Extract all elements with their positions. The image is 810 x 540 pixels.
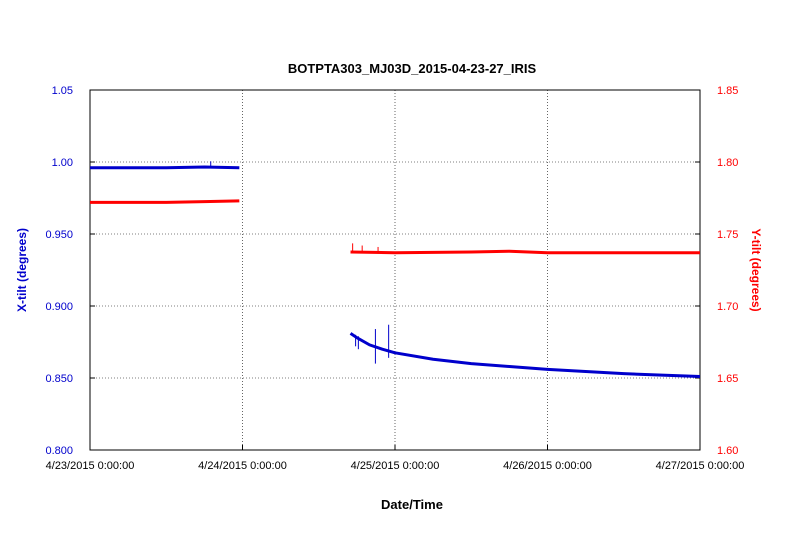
x-axis-label: Date/Time — [381, 497, 443, 512]
y-tilt-series-line — [90, 199, 700, 255]
series-layer — [90, 161, 701, 379]
x-tick-label: 4/24/2015 0:00:00 — [198, 460, 287, 472]
chart-title: BOTPTA303_MJ03D_2015-04-23-27_IRIS — [288, 61, 537, 76]
y-left-tick-label: 0.950 — [45, 229, 73, 241]
x-tick-label: 4/26/2015 0:00:00 — [503, 460, 592, 472]
x-tick-label: 4/25/2015 0:00:00 — [351, 460, 440, 472]
y-axis-right-label: Y-tilt (degrees) — [749, 228, 763, 311]
y-left-tick-label: 1.05 — [52, 85, 73, 97]
y-left-tick-label: 0.850 — [45, 373, 73, 385]
y-right-tick-label: 1.85 — [717, 85, 738, 97]
y-left-tick-label: 0.800 — [45, 445, 73, 457]
y-right-tick-label: 1.65 — [717, 373, 738, 385]
y-right-tick-label: 1.80 — [717, 157, 738, 169]
y-axis-left-label: X-tilt (degrees) — [15, 228, 29, 312]
grid-lines — [90, 90, 700, 450]
y-right-tick-label: 1.60 — [717, 445, 738, 457]
x-tick-label: 4/23/2015 0:00:00 — [46, 460, 135, 472]
y-right-tick-label: 1.70 — [717, 301, 738, 313]
x-tick-label: 4/27/2015 0:00:00 — [656, 460, 745, 472]
axis-ticks: 0.800 0.850 0.900 0.950 1.00 1.05 1.60 1.65 1.70… — [45, 85, 744, 472]
y-left-tick-label: 1.00 — [52, 157, 73, 169]
y-left-tick-label: 0.900 — [45, 301, 73, 313]
x-tilt-series-line — [90, 165, 701, 379]
y-right-tick-label: 1.75 — [717, 229, 738, 241]
